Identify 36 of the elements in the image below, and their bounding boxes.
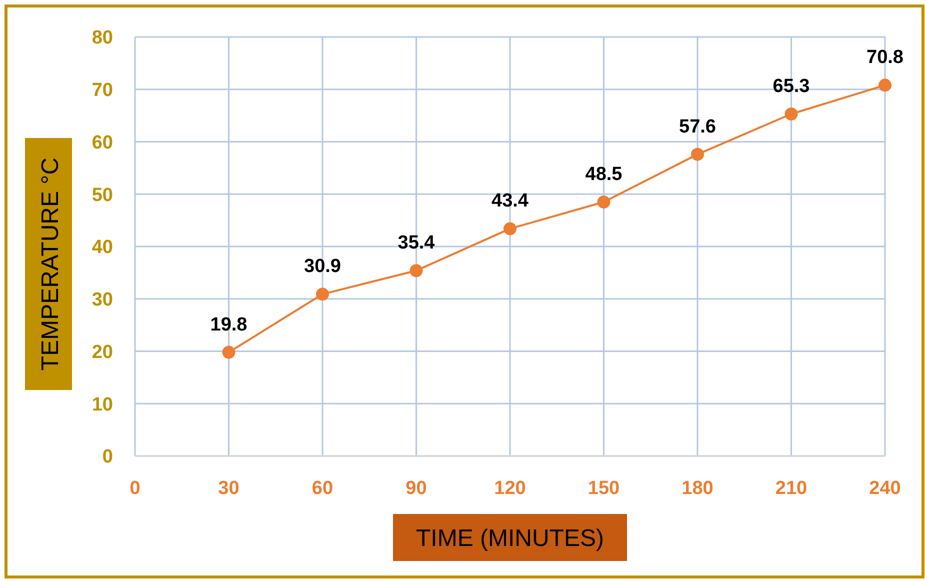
x-axis-title: TIME (MINUTES) bbox=[416, 525, 604, 552]
y-tick-label: 80 bbox=[92, 28, 113, 49]
y-tick-label: 40 bbox=[92, 237, 113, 258]
point bbox=[691, 148, 704, 161]
y-tick-label: 0 bbox=[102, 446, 113, 468]
y-tick-label: 60 bbox=[92, 132, 113, 154]
y-tick-label: 70 bbox=[92, 80, 113, 102]
data-label: 19.8 bbox=[210, 314, 248, 336]
data-label: 65.3 bbox=[772, 76, 810, 97]
x-tick-label: 0 bbox=[130, 478, 140, 499]
x-tick-label: 30 bbox=[218, 478, 240, 499]
y-axis-title: TEMPERATURE °C bbox=[37, 157, 64, 371]
point bbox=[597, 195, 610, 208]
data-label: 57.6 bbox=[679, 116, 716, 138]
x-tick-label: 150 bbox=[588, 478, 620, 499]
x-tick-label: 120 bbox=[494, 478, 526, 499]
point bbox=[504, 222, 516, 236]
data-label: 70.8 bbox=[866, 47, 904, 68]
y-tick-label: 10 bbox=[92, 394, 113, 416]
point bbox=[410, 264, 423, 278]
point bbox=[784, 107, 798, 120]
point bbox=[316, 288, 329, 301]
x-tick-label: 90 bbox=[406, 478, 427, 499]
x-tick-label: 240 bbox=[869, 478, 901, 499]
data-label: 48.5 bbox=[585, 164, 623, 185]
x-tick-label: 180 bbox=[682, 478, 714, 499]
data-label: 35.4 bbox=[398, 232, 436, 254]
data-label: 30.9 bbox=[304, 256, 341, 278]
x-tick-label: 60 bbox=[312, 478, 334, 499]
y-tick-label: 30 bbox=[92, 290, 113, 311]
y-tick-label: 20 bbox=[92, 342, 113, 363]
x-tick-label: 210 bbox=[775, 478, 808, 499]
point bbox=[222, 346, 236, 359]
data-label: 43.4 bbox=[492, 190, 529, 212]
y-tick-label: 50 bbox=[92, 184, 113, 206]
point bbox=[878, 78, 892, 92]
